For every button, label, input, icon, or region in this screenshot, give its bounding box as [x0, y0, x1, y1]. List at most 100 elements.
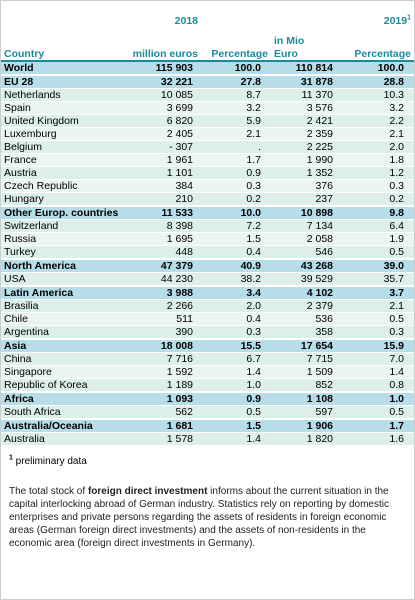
- pct-2019-cell: 39.0: [341, 258, 414, 273]
- value-2019-cell: 1 990: [271, 153, 341, 167]
- value-2019-cell: 1 352: [271, 166, 341, 180]
- country-cell: Spain: [1, 101, 129, 115]
- value-2018-cell: 10 085: [129, 88, 201, 102]
- value-2019-cell: 597: [271, 405, 341, 420]
- footnote-marker: 1: [9, 454, 13, 462]
- pct-2019-cell: 0.5: [341, 245, 414, 260]
- pct-2018-cell: 0.3: [201, 179, 271, 193]
- pct-2019-cell: 0.5: [341, 405, 414, 420]
- country-cell: Luxemburg: [1, 127, 129, 141]
- value-2018-cell: 1 695: [129, 232, 201, 246]
- value-2019-cell: 852: [271, 378, 341, 393]
- country-cell: United Kingdom: [1, 114, 129, 128]
- table-row: Chile 511 0.4 536 0.5: [1, 312, 414, 326]
- value-2018-cell: 3 988: [129, 285, 201, 300]
- table-row: South Africa 562 0.5 597 0.5: [1, 405, 414, 420]
- value-2018-cell: 7 716: [129, 352, 201, 366]
- country-cell: World: [1, 61, 129, 76]
- value-2018-cell: 3 699: [129, 101, 201, 115]
- col-2019-amount-line1: in Mio: [271, 35, 341, 47]
- pct-2018-cell: 10.0: [201, 205, 271, 220]
- value-2019-cell: 10 898: [271, 205, 341, 220]
- value-2019-cell: 2 421: [271, 114, 341, 128]
- value-2018-cell: 11 533: [129, 205, 201, 220]
- pct-2018-cell: 38.2: [201, 272, 271, 287]
- country-cell: Czech Republic: [1, 179, 129, 193]
- table-row: USA 44 230 38.2 39 529 35.7: [1, 272, 414, 287]
- table-group-row: Latin America 3 988 3.4 4 102 3.7: [1, 285, 414, 300]
- table-row: Turkey 448 0.4 546 0.5: [1, 245, 414, 260]
- value-2018-cell: 6 820: [129, 114, 201, 128]
- value-2018-cell: 562: [129, 405, 201, 420]
- country-cell: Australia/Oceania: [1, 418, 129, 433]
- fdi-table: 2018 20191 in Mio Country million euros …: [1, 1, 414, 446]
- pct-2019-cell: 10.3: [341, 88, 414, 102]
- value-2018-cell: 511: [129, 312, 201, 326]
- pct-2018-cell: .: [201, 140, 271, 154]
- pct-2019-cell: 0.3: [341, 325, 414, 340]
- value-2018-cell: 2 405: [129, 127, 201, 141]
- pct-2018-cell: 0.5: [201, 405, 271, 420]
- col-2019-pct-header: Percentage: [341, 47, 414, 62]
- pct-2019-cell: 28.8: [341, 74, 414, 89]
- value-2019-cell: 3 576: [271, 101, 341, 115]
- pct-2019-cell: 1.4: [341, 365, 414, 379]
- table-body: World 115 903 100.0 110 814 100.0 EU 28 32 221…: [1, 61, 414, 446]
- country-cell: Brasilia: [1, 299, 129, 313]
- country-cell: Chile: [1, 312, 129, 326]
- table-row: Republic of Korea 1 189 1.0 852 0.8: [1, 378, 414, 393]
- pct-2018-cell: 1.5: [201, 232, 271, 246]
- pct-2018-cell: 3.4: [201, 285, 271, 300]
- country-cell: Africa: [1, 391, 129, 406]
- value-2019-cell: 2 379: [271, 299, 341, 313]
- country-cell: North America: [1, 258, 129, 273]
- table-row: Singapore 1 592 1.4 1 509 1.4: [1, 365, 414, 379]
- table-row: Belgium - 307. 2 225 2.0: [1, 140, 414, 154]
- pct-2018-cell: 27.8: [201, 74, 271, 89]
- pct-2018-cell: 5.9: [201, 114, 271, 128]
- value-2019-cell: 17 654: [271, 338, 341, 353]
- table-row: Luxemburg 2 405 2.1 2 359 2.1: [1, 127, 414, 141]
- table-group-row: EU 28 32 221 27.8 31 878 28.8: [1, 74, 414, 89]
- value-2018-cell: 384: [129, 179, 201, 193]
- country-cell: EU 28: [1, 74, 129, 89]
- table-row: Netherlands 10 085 8.7 11 370 10.3: [1, 88, 414, 102]
- pct-2019-cell: 3.7: [341, 285, 414, 300]
- table-row: China 7 716 6.7 7 715 7.0: [1, 352, 414, 366]
- table-row: Spain 3 699 3.2 3 576 3.2: [1, 101, 414, 115]
- value-2018-cell: - 307: [129, 140, 201, 154]
- pct-2019-cell: 0.8: [341, 378, 414, 393]
- table-row: Brasilia 2 266 2.0 2 379 2.1: [1, 299, 414, 313]
- pct-2018-cell: 8.7: [201, 88, 271, 102]
- country-cell: Latin America: [1, 285, 129, 300]
- country-cell: Switzerland: [1, 219, 129, 233]
- pct-2018-cell: 3.2: [201, 101, 271, 115]
- value-2018-cell: 115 903: [129, 61, 201, 76]
- table-row: Switzerland 8 398 7.2 7 134 6.4: [1, 219, 414, 233]
- pct-2018-cell: 1.4: [201, 365, 271, 379]
- pct-2018-cell: 0.4: [201, 245, 271, 260]
- pct-2019-cell: 2.2: [341, 114, 414, 128]
- year-2019-footnote-marker: 1: [407, 14, 411, 22]
- table-row: Argentina 390 0.3 358 0.3: [1, 325, 414, 340]
- pct-2019-cell: 1.7: [341, 418, 414, 433]
- value-2018-cell: 1 681: [129, 418, 201, 433]
- value-2019-cell: 7 715: [271, 352, 341, 366]
- value-2018-cell: 8 398: [129, 219, 201, 233]
- pct-2019-cell: 2.1: [341, 299, 414, 313]
- footnote: 1 preliminary data: [1, 446, 414, 467]
- value-2019-cell: 39 529: [271, 272, 341, 287]
- table-row: Australia 1 578 1.4 1 820 1.6: [1, 432, 414, 446]
- pct-2018-cell: 0.9: [201, 391, 271, 406]
- value-2018-cell: 18 008: [129, 338, 201, 353]
- value-2019-cell: 2 058: [271, 232, 341, 246]
- value-2018-cell: 1 189: [129, 378, 201, 393]
- country-cell: Turkey: [1, 245, 129, 260]
- table-header: 2018 20191 in Mio Country million euros …: [1, 1, 414, 62]
- pct-2019-cell: 0.5: [341, 312, 414, 326]
- pct-2019-cell: 1.6: [341, 432, 414, 446]
- value-2018-cell: 210: [129, 192, 201, 207]
- pct-2019-cell: 1.0: [341, 391, 414, 406]
- column-header-row: Country million euros Percentage Euro Pe…: [1, 47, 414, 62]
